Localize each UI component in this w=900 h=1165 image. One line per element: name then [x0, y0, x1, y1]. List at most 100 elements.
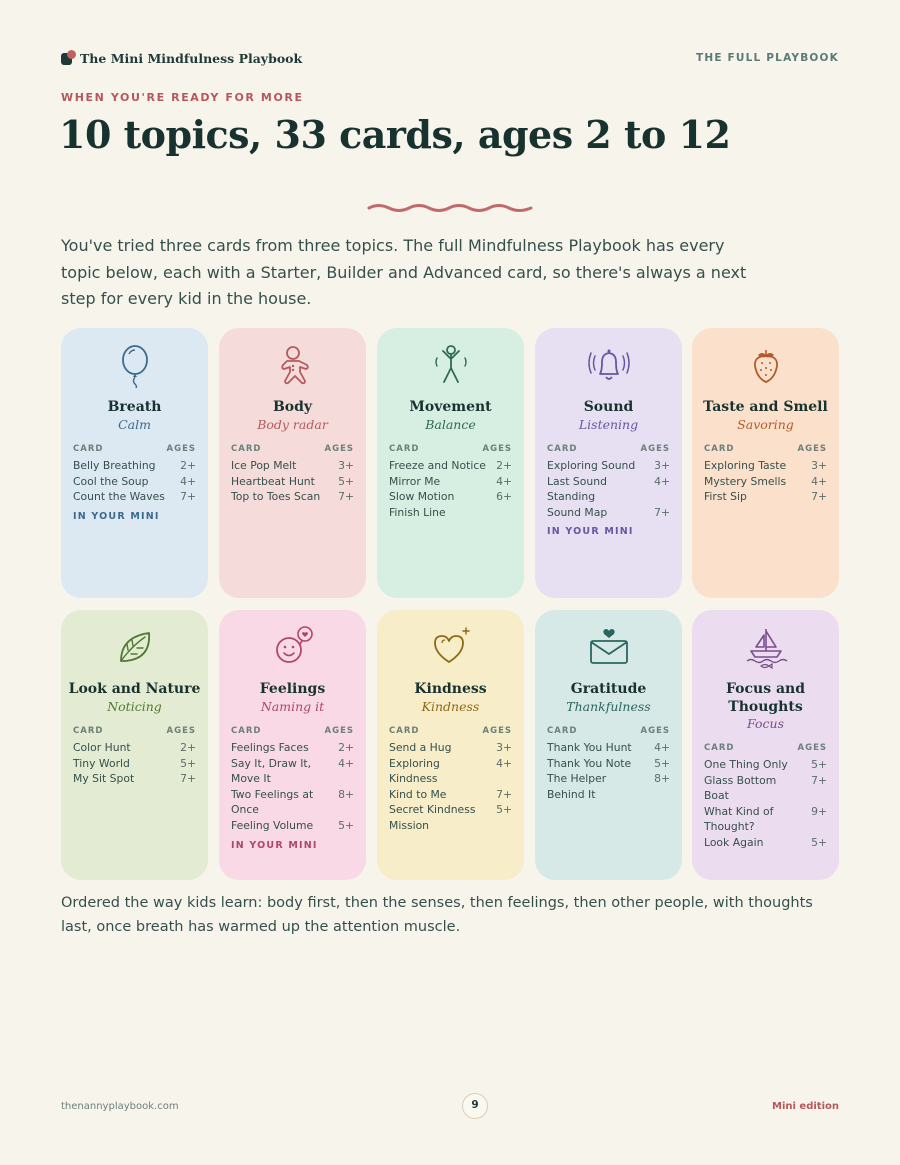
topic-subtitle: Thankfulness [566, 699, 651, 714]
ages-column-label: AGES [797, 743, 827, 753]
brand-logo-icon [61, 50, 77, 66]
card-title: One Thing Only [704, 758, 788, 771]
card-age: 3+ [654, 459, 670, 472]
card-column-label: CARD [704, 743, 735, 753]
card-age: 6+ [496, 490, 512, 504]
card-table-header: CARD AGES [547, 444, 670, 456]
card-age: 5+ [338, 818, 354, 832]
topic-name: Focus and Thoughts [725, 681, 805, 715]
card-title: Mirror Me [389, 474, 441, 488]
card-title: Cool the Soup [73, 474, 149, 488]
card-age: 5+ [180, 756, 196, 770]
card-title: Feeling Volume [231, 818, 314, 832]
card-title: Count the Waves [73, 490, 165, 504]
topic-name: Kindness [414, 681, 487, 697]
topic-card-movement: Movement Balance CARD AGES Freeze and Notice… [377, 328, 524, 598]
card-list: Send a Hug 3+ Exploring Kindness 4+ Kind to … [389, 740, 512, 834]
topic-card-taste-and-smell: Taste and Smell Savoring CARD AGES Exploring… [692, 328, 839, 598]
card-list: Color Hunt 2+ Tiny World 5+ My Sit Spot 7+ [73, 740, 196, 787]
card-row: Thank You Hunt 4+ [547, 740, 670, 756]
topic-card-feelings: Feelings Naming it CARD AGES Feelings Faces 2… [219, 610, 366, 880]
card-age: 7+ [496, 787, 512, 801]
card-age: 3+ [496, 741, 512, 754]
envelope-heart-icon [535, 624, 682, 672]
card-row: Two Feelings at Once 8+ [231, 787, 354, 818]
in-your-mini-badge: IN YOUR MINI [231, 839, 318, 851]
topic-name: Breath [107, 399, 162, 415]
leaf-icon [61, 624, 208, 672]
topic-card-look-and-nature: Look and Nature Noticing CARD AGES Color Hun… [61, 610, 208, 880]
card-age: 7+ [180, 772, 196, 786]
card-table-header: CARD AGES [389, 726, 512, 738]
card-table-header: CARD AGES [704, 444, 827, 456]
card-age: 7+ [338, 490, 354, 504]
card-age: 4+ [654, 741, 670, 754]
card-title: Send a Hug [389, 741, 452, 754]
card-row: Top to Toes Scan 7+ [231, 489, 354, 505]
card-table-header: CARD AGES [73, 444, 196, 456]
card-row: Belly Breathing 2+ [73, 458, 196, 474]
card-age: 3+ [338, 459, 354, 472]
card-age: 5+ [811, 835, 827, 849]
topic-card-body: Body Body radar CARD AGES Ice Pop Melt 3+ Hear… [219, 328, 366, 598]
eyebrow: WHEN YOU'RE READY FOR MORE [61, 91, 304, 104]
card-title: Exploring Sound [547, 459, 636, 472]
smiley-heart-icon [219, 624, 366, 672]
card-table-header: CARD AGES [704, 743, 827, 755]
header-section-label: THE FULL PLAYBOOK [695, 52, 839, 64]
footer-site: thenannyplaybook.com [61, 1101, 179, 1112]
card-list: Ice Pop Melt 3+ Heartbeat Hunt 5+ Top to Toe… [231, 458, 354, 505]
topic-name: Taste and Smell [703, 399, 828, 415]
card-row: Last Sound Standing 4+ [547, 474, 670, 505]
card-row: Kind to Me 7+ [389, 787, 512, 803]
card-title: Glass Bottom Boat [704, 773, 777, 803]
card-list: One Thing Only 5+ Glass Bottom Boat 7+ What … [704, 757, 827, 851]
card-title: Mystery Smells [704, 474, 787, 488]
topic-subtitle: Listening [578, 417, 639, 432]
card-row: One Thing Only 5+ [704, 757, 827, 773]
brand: The Mini Mindfulness Playbook [61, 50, 302, 66]
card-age: 4+ [180, 474, 196, 488]
card-row: What Kind of Thought? 9+ [704, 804, 827, 835]
topic-name: Movement [409, 399, 492, 415]
ages-column-label: AGES [797, 444, 827, 454]
card-title: Last Sound Standing [547, 474, 607, 504]
in-your-mini-badge: IN YOUR MINI [547, 526, 634, 538]
card-age: 9+ [811, 804, 827, 818]
card-row: First Sip 7+ [704, 489, 827, 505]
card-title: Tiny World [73, 756, 130, 770]
card-column-label: CARD [547, 726, 578, 736]
card-row: Exploring Taste 3+ [704, 458, 827, 474]
topic-name: Feelings [259, 681, 326, 697]
wave-divider-icon [367, 204, 533, 212]
card-title: Thank You Hunt [547, 741, 632, 754]
card-row: The Helper Behind It 8+ [547, 771, 670, 802]
card-row: Mystery Smells 4+ [704, 474, 827, 490]
card-title: What Kind of Thought? [704, 804, 774, 834]
card-column-label: CARD [704, 444, 735, 454]
card-title: Two Feelings at Once [231, 787, 314, 817]
topic-card-sound: Sound Listening CARD AGES Exploring Sound 3+ L… [535, 328, 682, 598]
card-list: Freeze and Notice 2+ Mirror Me 4+ Slow Motio… [389, 458, 512, 520]
card-age: 4+ [654, 474, 670, 488]
card-age: 8+ [338, 787, 354, 801]
topic-name: Body [272, 399, 313, 415]
card-title: The Helper Behind It [547, 772, 607, 801]
card-age: 2+ [180, 459, 196, 472]
card-age: 7+ [654, 505, 670, 519]
card-column-label: CARD [73, 726, 104, 736]
card-list: Feelings Faces 2+ Say It, Draw It, Move It… [231, 740, 354, 851]
in-your-mini-badge: IN YOUR MINI [73, 510, 160, 522]
card-title: Top to Toes Scan [231, 490, 321, 504]
card-row: My Sit Spot 7+ [73, 771, 196, 787]
card-list: Belly Breathing 2+ Cool the Soup 4+ Count th… [73, 458, 196, 522]
card-column-label: CARD [73, 444, 104, 454]
page-header: The Mini Mindfulness Playbook THE FULL P… [61, 50, 839, 70]
topic-card-breath: Breath Calm CARD AGES Belly Breathing 2+ Cool … [61, 328, 208, 598]
strawberry-icon [692, 342, 839, 390]
outro-paragraph: Ordered the way kids learn: body first, … [61, 895, 813, 935]
card-title: Freeze and Notice [389, 459, 486, 472]
ages-column-label: AGES [482, 444, 512, 454]
balloon-icon [61, 342, 208, 390]
card-row: Tiny World 5+ [73, 756, 196, 772]
